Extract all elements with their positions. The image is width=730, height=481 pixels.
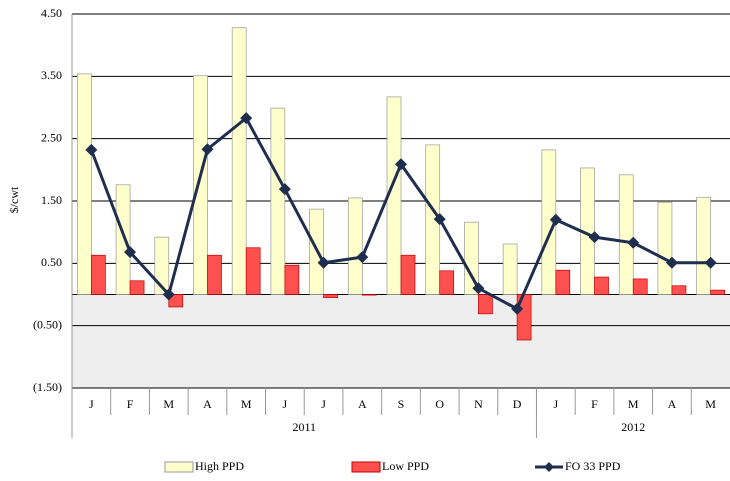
bar	[671, 285, 687, 295]
marker	[85, 143, 98, 156]
bar	[502, 243, 518, 295]
bar	[168, 294, 184, 308]
x-tick-label: F	[127, 397, 134, 411]
x-group-label: 2011	[292, 420, 316, 434]
marker	[278, 183, 291, 196]
bar	[439, 270, 455, 295]
bar	[91, 254, 106, 295]
bar	[207, 254, 222, 295]
bar	[710, 289, 725, 295]
x-tick-label: A	[203, 397, 212, 411]
y-tick-label: 2.50	[41, 130, 62, 144]
x-group-label: 2012	[621, 420, 645, 434]
marker	[549, 213, 562, 226]
bar	[193, 75, 208, 295]
bar	[361, 294, 377, 296]
legend-label: High PPD	[195, 459, 244, 473]
bar	[618, 174, 634, 295]
y-tick-label: 1.50	[41, 193, 62, 207]
marker	[665, 256, 678, 269]
y-axis-label: $/cwt	[7, 186, 21, 213]
y-tick-label: 3.50	[41, 68, 62, 82]
bar	[400, 254, 416, 295]
marker	[627, 236, 640, 249]
bar	[478, 294, 493, 315]
bar	[77, 73, 92, 295]
x-tick-label: M	[705, 397, 716, 411]
marker	[704, 256, 717, 269]
marker	[162, 288, 175, 301]
marker	[240, 112, 253, 125]
marker	[124, 246, 137, 259]
bar	[657, 201, 673, 295]
legend-label: Low PPD	[382, 459, 429, 473]
x-tick-label: N	[474, 397, 483, 411]
x-tick-label: J	[283, 397, 288, 411]
x-tick-label: O	[435, 397, 444, 411]
bar	[115, 184, 131, 295]
x-tick-label: S	[398, 397, 405, 411]
legend-swatch	[544, 462, 554, 472]
bar	[347, 197, 363, 295]
x-tick-label: J	[553, 397, 558, 411]
bar	[555, 269, 571, 295]
bar	[464, 221, 479, 295]
bar	[270, 107, 286, 295]
x-tick-label: D	[513, 397, 522, 411]
negative-region	[72, 294, 730, 388]
bar	[323, 294, 338, 298]
y-tick-label: 4.50	[41, 6, 62, 20]
marker	[433, 213, 446, 226]
y-tick-label: (0.50)	[33, 317, 62, 331]
marker	[317, 256, 330, 269]
bar	[594, 276, 609, 295]
y-tick-label: (1.50)	[33, 380, 62, 394]
y-tick-label: 0.50	[41, 255, 62, 269]
x-tick-label: M	[163, 397, 174, 411]
marker	[356, 251, 369, 264]
marker	[511, 302, 524, 315]
legend-label: FO 33 PPD	[565, 459, 621, 473]
x-tick-label: A	[358, 397, 367, 411]
x-tick-label: J	[321, 397, 326, 411]
bar	[696, 196, 711, 295]
marker	[395, 158, 407, 171]
bar	[129, 280, 145, 295]
x-tick-label: F	[591, 397, 598, 411]
x-tick-label: J	[89, 397, 94, 411]
bar	[154, 236, 170, 295]
bar	[632, 278, 648, 295]
legend-swatch	[351, 461, 381, 473]
bar	[284, 264, 300, 295]
legend-swatch	[164, 461, 194, 473]
marker	[588, 231, 601, 244]
bar	[231, 27, 247, 295]
marker	[201, 143, 214, 156]
x-tick-label: A	[668, 397, 677, 411]
x-tick-label: M	[628, 397, 639, 411]
bar	[245, 247, 261, 295]
marker	[472, 282, 485, 295]
x-tick-label: M	[241, 397, 252, 411]
